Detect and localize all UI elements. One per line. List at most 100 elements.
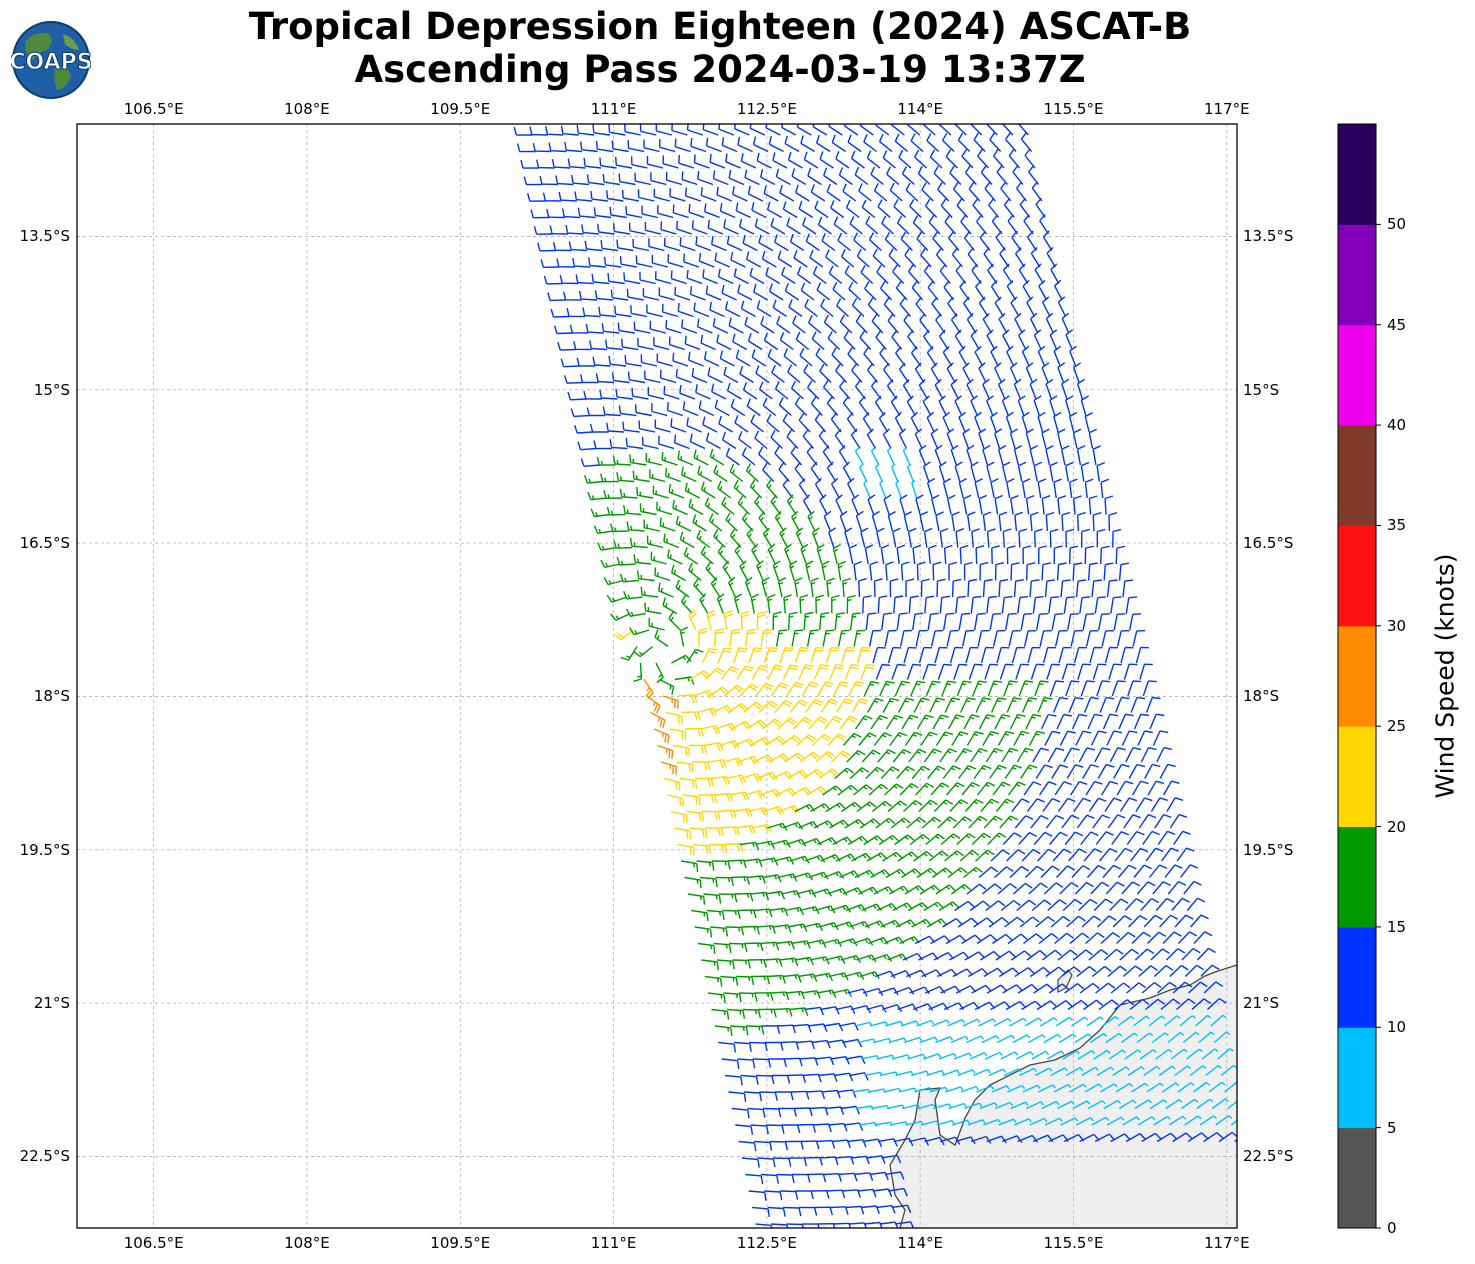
- y-tick-right: 19.5°S: [1243, 840, 1294, 859]
- wind-barb: [999, 247, 1010, 268]
- wind-barb: [1186, 1048, 1203, 1060]
- wind-barb: [994, 866, 1014, 879]
- wind-barb: [882, 851, 903, 862]
- wind-barb: [726, 774, 747, 784]
- wind-barb: [1033, 329, 1042, 350]
- wind-barb: [1050, 915, 1071, 928]
- wind-barb: [1018, 680, 1034, 697]
- wind-barb: [573, 341, 592, 351]
- wind-barb: [841, 647, 855, 664]
- wind-barb: [663, 237, 681, 252]
- wind-barb: [787, 151, 803, 169]
- wind-barb: [814, 477, 825, 499]
- wind-barb: [899, 782, 919, 796]
- wind-barb: [625, 438, 644, 450]
- wind-barb: [751, 664, 769, 680]
- wind-barb: [1086, 864, 1106, 878]
- wind-barb: [886, 447, 896, 466]
- wind-barb: [822, 445, 833, 466]
- wind-barb: [821, 560, 830, 581]
- wind-barb: [1090, 730, 1107, 746]
- wind-barb: [1038, 1084, 1056, 1093]
- wind-barb: [889, 182, 903, 202]
- wind-barb: [1132, 1015, 1150, 1027]
- wind-barb: [906, 124, 921, 136]
- wind-barb: [726, 382, 742, 400]
- wind-barb: [893, 1137, 914, 1147]
- coaps-globe-logo-icon: COAPS: [9, 20, 93, 100]
- wind-barb: [793, 250, 808, 268]
- wind-barb: [1079, 982, 1100, 994]
- wind-barb: [884, 783, 904, 796]
- wind-barb: [695, 384, 711, 400]
- wind-barb: [962, 1018, 981, 1027]
- wind-barb: [708, 513, 723, 532]
- wind-barb: [737, 136, 753, 153]
- wind-barb: [765, 890, 786, 900]
- wind-barb: [950, 444, 959, 466]
- wind-barb: [938, 329, 949, 350]
- wind-barb: [866, 697, 884, 713]
- wind-barb: [971, 528, 980, 548]
- wind-barb: [1061, 511, 1071, 532]
- wind-barb: [842, 732, 862, 746]
- wind-barb: [885, 561, 894, 581]
- wind-barb: [940, 198, 953, 218]
- wind-barb: [1138, 965, 1158, 978]
- wind-barb: [929, 149, 943, 169]
- wind-barb: [861, 199, 876, 219]
- wind-barb: [1152, 881, 1171, 895]
- wind-barb: [646, 304, 663, 318]
- wind-barb: [1203, 1132, 1224, 1143]
- wind-barb: [659, 139, 676, 153]
- wind-barb: [789, 560, 798, 581]
- wind-barb: [811, 733, 832, 746]
- wind-barb: [1148, 1015, 1166, 1027]
- wind-barb: [1122, 965, 1143, 978]
- wind-barb: [916, 867, 937, 879]
- wind-barb: [1067, 999, 1088, 1011]
- wind-barb: [904, 1036, 923, 1044]
- wind-barb: [1128, 763, 1146, 779]
- wind-barb: [1149, 713, 1165, 730]
- wind-barb: [947, 1019, 966, 1027]
- wind-barb: [986, 595, 997, 614]
- wind-barb: [667, 254, 684, 268]
- wind-barb: [1162, 931, 1182, 944]
- wind-barb: [959, 849, 980, 862]
- wind-barb: [612, 223, 631, 235]
- wind-barb: [754, 218, 770, 235]
- wind-barb: [906, 663, 922, 680]
- wind-barb: [978, 296, 989, 317]
- wind-barb: [1085, 932, 1105, 945]
- wind-barb: [761, 874, 782, 883]
- wind-barb: [723, 610, 733, 631]
- wind-barb: [1113, 763, 1130, 779]
- wind-barb: [590, 190, 608, 202]
- wind-barb: [1077, 1050, 1096, 1060]
- wind-barb: [1193, 931, 1213, 944]
- wind-barb: [1155, 1048, 1173, 1060]
- wind-barb: [865, 1155, 886, 1164]
- wind-barb: [1177, 1082, 1195, 1093]
- wind-barb: [779, 527, 788, 548]
- wind-barb: [1056, 1100, 1075, 1110]
- wind-barb: [610, 289, 629, 301]
- wind-barb: [1156, 1132, 1178, 1143]
- wind-barb: [603, 256, 622, 268]
- wind-barb: [767, 664, 784, 680]
- wind-barb: [988, 1068, 1007, 1077]
- wind-barb: [1025, 494, 1035, 515]
- wind-barb: [1065, 680, 1080, 697]
- wind-barb: [585, 323, 604, 334]
- wind-barb: [1080, 461, 1090, 482]
- wind-barb: [951, 731, 969, 746]
- wind-barb: [732, 808, 753, 818]
- wind-barb: [969, 1052, 988, 1060]
- colorbar-segment: [1338, 224, 1376, 326]
- wind-barb: [961, 629, 975, 647]
- wind-barb: [833, 216, 848, 235]
- wind-barb: [954, 395, 963, 416]
- wind-barb: [858, 183, 872, 202]
- wind-barb: [1141, 982, 1162, 994]
